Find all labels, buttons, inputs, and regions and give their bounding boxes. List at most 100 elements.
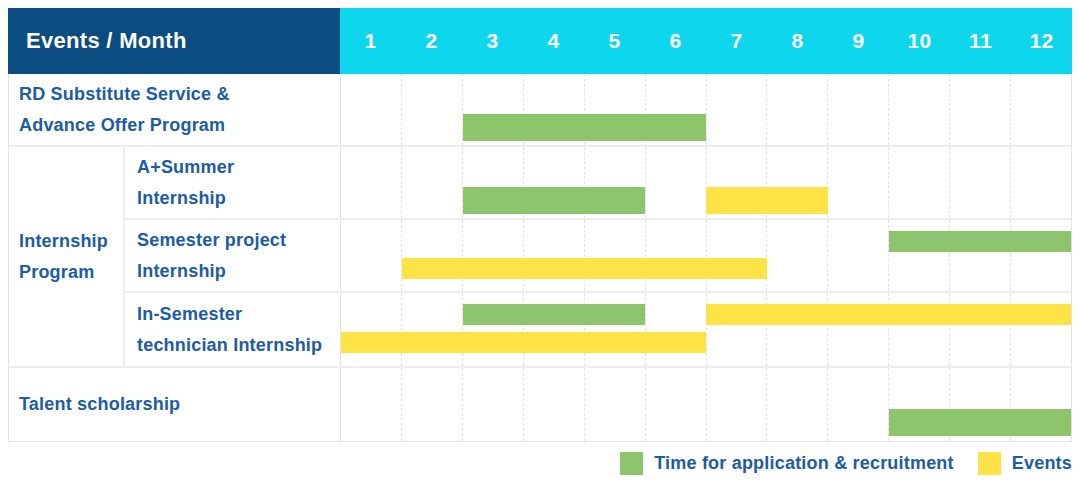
month-gridline-column (888, 74, 949, 145)
month-label-2: 2 (401, 8, 462, 74)
recruitment-bar (889, 409, 1072, 436)
event-bar (341, 332, 706, 353)
month-gridline-column (766, 220, 827, 291)
month-label-4: 4 (523, 8, 584, 74)
event-bar (402, 258, 767, 279)
chart-cell (341, 293, 1071, 366)
row-label-line: Semester project (137, 225, 340, 255)
event-bar (706, 304, 1071, 325)
month-gridline-column (645, 368, 706, 441)
row-label-line: Talent scholarship (19, 389, 340, 419)
legend-item-recruitment: Time for application & recruitment (620, 452, 954, 475)
row-label-line: Internship (137, 256, 340, 286)
month-gridline-column (706, 220, 767, 291)
month-gridline-column (645, 293, 706, 366)
internship-program-group-label-cell: InternshipProgram (9, 147, 125, 366)
month-gridline-column (341, 368, 401, 441)
row-label-line: Internship (137, 183, 340, 213)
month-gridline-column (827, 368, 888, 441)
table-header-row: Events / Month 123456789101112 (8, 8, 1072, 74)
chart-cell (341, 147, 1071, 218)
month-gridline-column (341, 220, 401, 291)
recruitment-bar (889, 231, 1072, 252)
month-label-8: 8 (767, 8, 828, 74)
row-label-line: technician Internship (137, 330, 340, 360)
schedule-table-body: RD Substitute Service &Advance Offer Pro… (8, 74, 1072, 442)
recruitment-bar (463, 187, 646, 214)
row-label-line: Advance Offer Program (19, 110, 340, 140)
in-semester-technician-internship-label-cell: In-Semestertechnician Internship (125, 293, 341, 366)
in-semester-technician-internship-row: In-Semestertechnician Internship (125, 293, 1071, 366)
month-gridline-column (523, 368, 584, 441)
month-gridline-column (645, 220, 706, 291)
a-summer-internship-row: A+SummerInternship (125, 147, 1071, 220)
month-gridline-column (341, 147, 401, 218)
month-gridline-column (1010, 74, 1071, 145)
month-header-cells: 123456789101112 (340, 8, 1072, 74)
row-label-line: Internship (19, 226, 123, 256)
month-label-1: 1 (340, 8, 401, 74)
legend: Time for application & recruitment Events (620, 452, 1072, 475)
event-swatch (978, 452, 1001, 475)
legend-label-recruitment: Time for application & recruitment (654, 453, 954, 474)
month-gridline-column (1010, 147, 1071, 218)
recruitment-bar (463, 304, 646, 325)
month-gridline-column (584, 220, 645, 291)
gantt-schedule-page: Events / Month 123456789101112 RD Substi… (0, 0, 1080, 494)
month-label-11: 11 (950, 8, 1011, 74)
event-bar (706, 187, 828, 214)
semester-project-internship-label-cell: Semester projectInternship (125, 220, 341, 291)
month-gridline-column (401, 368, 462, 441)
row-label-line: Program (19, 257, 123, 287)
month-label-7: 7 (706, 8, 767, 74)
chart-cell (341, 368, 1071, 441)
month-label-5: 5 (584, 8, 645, 74)
month-gridline-column (706, 74, 767, 145)
month-gridline-column (766, 74, 827, 145)
talent-scholarship-label-cell: Talent scholarship (9, 368, 341, 441)
month-gridline-column (462, 368, 523, 441)
month-gridline-column (949, 74, 1010, 145)
semester-project-internship-row: Semester projectInternship (125, 220, 1071, 293)
month-gridline-column (341, 74, 401, 145)
month-gridline-column (401, 74, 462, 145)
month-gridline-column (766, 368, 827, 441)
row-label-line: In-Semester (137, 299, 340, 329)
legend-label-event: Events (1012, 453, 1072, 474)
row-label-line: A+Summer (137, 152, 340, 182)
month-gridline-column (401, 220, 462, 291)
month-gridline-column (401, 147, 462, 218)
month-gridline-column (888, 147, 949, 218)
month-label-6: 6 (645, 8, 706, 74)
chart-cell (341, 220, 1071, 291)
chart-cell (341, 74, 1071, 145)
events-month-header-cell: Events / Month (8, 8, 340, 74)
month-gridline-column (462, 220, 523, 291)
month-gridline-column (401, 293, 462, 366)
month-gridline-column (827, 147, 888, 218)
month-gridline-column (584, 368, 645, 441)
recruitment-bar (463, 114, 706, 141)
month-label-12: 12 (1011, 8, 1072, 74)
schedule-table: Events / Month 123456789101112 RD Substi… (8, 8, 1072, 442)
talent-scholarship-row: Talent scholarship (9, 368, 1071, 441)
month-gridline-column (523, 220, 584, 291)
recruitment-swatch (620, 452, 643, 475)
row-label-line: RD Substitute Service & (19, 79, 340, 109)
month-label-3: 3 (462, 8, 523, 74)
internship-program-group-row: InternshipProgramA+SummerInternshipSemes… (9, 147, 1071, 368)
month-gridline-column (949, 147, 1010, 218)
events-month-header-label: Events / Month (26, 28, 187, 54)
month-gridline-column (645, 147, 706, 218)
rd-substitute-service-row: RD Substitute Service &Advance Offer Pro… (9, 74, 1071, 147)
month-gridline-column (827, 220, 888, 291)
month-label-9: 9 (828, 8, 889, 74)
month-gridline-column (827, 74, 888, 145)
month-gridline-column (706, 368, 767, 441)
a-summer-internship-label-cell: A+SummerInternship (125, 147, 341, 218)
internship-program-group-subrows: A+SummerInternshipSemester projectIntern… (125, 147, 1071, 366)
rd-substitute-service-label-cell: RD Substitute Service &Advance Offer Pro… (9, 74, 341, 145)
legend-item-event: Events (978, 452, 1072, 475)
month-label-10: 10 (889, 8, 950, 74)
month-gridline-column (341, 293, 401, 366)
